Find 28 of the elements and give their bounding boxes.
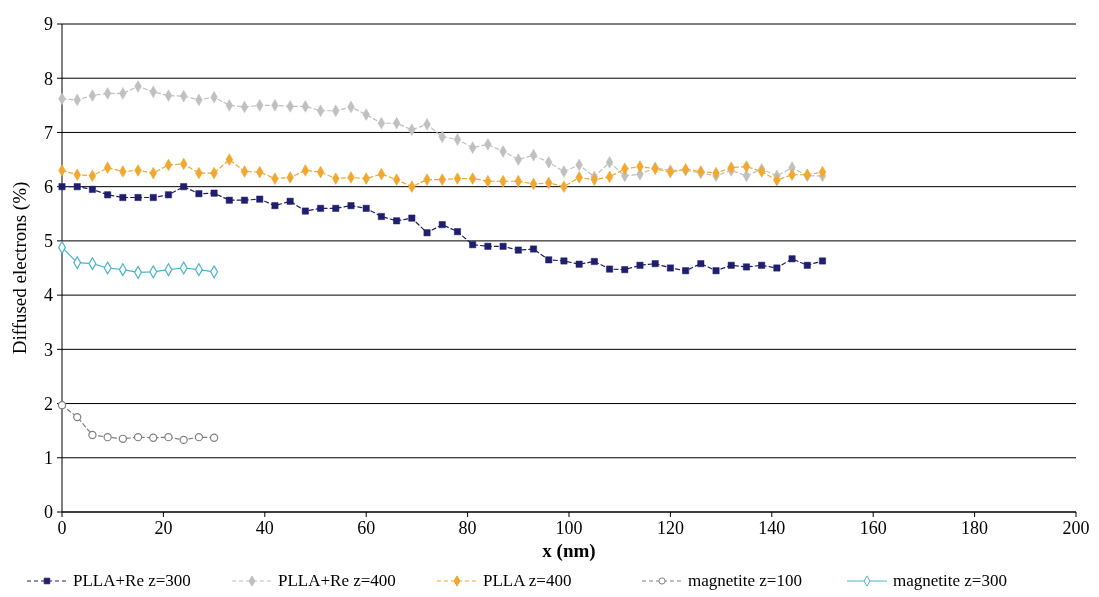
x-tick-label: 0 [57,518,67,538]
x-tick-label: 80 [458,518,477,538]
y-tick-label: 6 [44,176,53,197]
legend-label: PLLA+Re z=300 [73,571,191,590]
y-tick-label: 2 [44,393,53,414]
y-tick-label: 3 [44,339,53,360]
x-tick-label: 160 [859,518,887,538]
y-tick-label: 4 [44,285,53,306]
legend-label: PLLA z=400 [483,571,572,590]
x-tick-label: 180 [961,518,989,538]
y-tick-label: 8 [44,68,53,89]
y-axis-title: Diffused electrons (%) [9,181,31,355]
x-tick-label: 120 [656,518,684,538]
x-tick-label: 60 [357,518,376,538]
y-tick-label: 5 [44,231,53,252]
x-tick-label: 200 [1062,518,1090,538]
y-tick-label: 7 [44,122,53,143]
x-tick-label: 20 [154,518,173,538]
legend-label: magnetite z=300 [893,571,1007,590]
y-tick-label: 9 [44,14,53,35]
x-axis-title: x (nm) [542,540,596,562]
x-tick-label: 140 [758,518,786,538]
y-tick-label: 0 [44,502,53,523]
x-tick-label: 100 [555,518,583,538]
legend-label: magnetite z=100 [688,571,802,590]
y-tick-label: 1 [44,448,53,469]
legend-label: PLLA+Re z=400 [278,571,396,590]
x-tick-label: 40 [255,518,274,538]
